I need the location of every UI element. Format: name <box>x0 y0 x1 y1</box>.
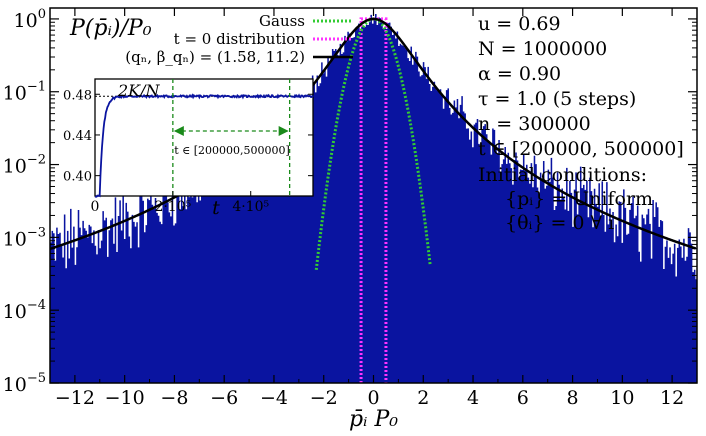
main-plot: −12 −10 −8 −6 −4 −2 0 2 4 6 8 10 1210010−110−210−310… <box>3 7 698 432</box>
histogram-bars <box>50 14 697 384</box>
inset-y-tick-label: 0.44 <box>63 129 92 144</box>
y-tick-exp: 0 <box>38 7 46 22</box>
inset-y-tick-label: 0.48 <box>63 88 92 103</box>
y-tick-base: 10 <box>14 10 38 32</box>
y-tick-label: 10−4 <box>3 298 46 323</box>
x-tick-label: 10 <box>610 387 634 409</box>
y-axis-label: P(p̄ᵢ)/P₀ <box>69 16 152 41</box>
inset-arrow-head-right <box>278 126 289 136</box>
legend-label: Gauss <box>259 12 305 30</box>
annotation-text: {θᵢ} = 0 ∀ i <box>505 212 614 234</box>
y-tick-label: 10−1 <box>3 80 46 105</box>
y-tick-base: 10 <box>3 83 27 105</box>
inset-y-tick-label: 0.40 <box>63 170 92 185</box>
y-tick-base: 10 <box>3 156 27 178</box>
y-tick-label: 100 <box>14 7 46 32</box>
x-tick-label: 2 <box>417 387 429 409</box>
annotation-text: u = 0.69 <box>478 13 561 35</box>
x-tick-label: 8 <box>567 387 579 409</box>
inset-x-axis-label: t <box>212 197 220 219</box>
x-tick-label: −2 <box>310 387 338 409</box>
x-tick-label: 4 <box>467 387 479 409</box>
inset-x-tick-label: 0 <box>91 199 100 215</box>
x-tick-label: −6 <box>210 387 238 409</box>
y-tick-exp: −1 <box>27 80 46 95</box>
histogram <box>50 14 697 384</box>
y-tick-label: 10−2 <box>3 153 46 178</box>
annotation-text: τ = 1.0 (5 steps) <box>478 88 636 110</box>
annotation-text: t ∈ [200000, 500000] <box>478 138 684 160</box>
inset-arrow-head-left <box>173 126 184 136</box>
y-tick-exp: −4 <box>27 298 46 313</box>
x-tick-label: −10 <box>105 387 145 409</box>
y-tick-base: 10 <box>3 301 27 323</box>
x-axis-label: p̄ᵢ P₀ <box>349 407 398 432</box>
inset-x-tick-label: 4·10⁵ <box>232 199 269 215</box>
x-tick-label: 12 <box>660 387 684 409</box>
legend-label: t = 0 distribution <box>174 30 306 48</box>
inset-frame <box>94 78 314 197</box>
inset-plot: t ∈ [200000,500000] 0.40 0.44 0.48 0 2·10⁵ 4·1… <box>63 78 314 219</box>
legend-label: (qₙ, β_qₙ) = (1.58, 11.2) <box>125 48 305 66</box>
x-tick-label: −8 <box>160 387 188 409</box>
y-tick-exp: −3 <box>27 225 46 240</box>
annotation-text: Initial conditions: <box>478 164 647 186</box>
x-tick-label: 0 <box>367 387 379 409</box>
annotation-text: α = 0.90 <box>478 63 561 85</box>
y-tick-exp: −2 <box>27 153 46 168</box>
y-tick-exp: −5 <box>27 371 46 386</box>
inset-x-tick-label: 2·10⁵ <box>154 199 191 215</box>
y-tick-base: 10 <box>3 374 27 396</box>
inset-energy-line <box>94 93 314 198</box>
annotation-text: n = 300000 <box>478 113 591 135</box>
y-tick-label: 10−3 <box>3 225 46 250</box>
y-tick-base: 10 <box>3 228 27 250</box>
inset-window-label: t ∈ [200000,500000] <box>174 144 290 157</box>
q-gaussian-line <box>49 17 697 251</box>
x-tick-label: −4 <box>260 387 288 409</box>
x-tick-label: 6 <box>517 387 529 409</box>
annotation-text: {pᵢ} = Uniform <box>505 188 653 210</box>
annotation-text: N = 1000000 <box>478 38 607 60</box>
x-tick-label: −12 <box>55 387 95 409</box>
inset-y-axis-label: 2K/N <box>117 81 161 100</box>
y-tick-label: 10−5 <box>3 371 46 396</box>
